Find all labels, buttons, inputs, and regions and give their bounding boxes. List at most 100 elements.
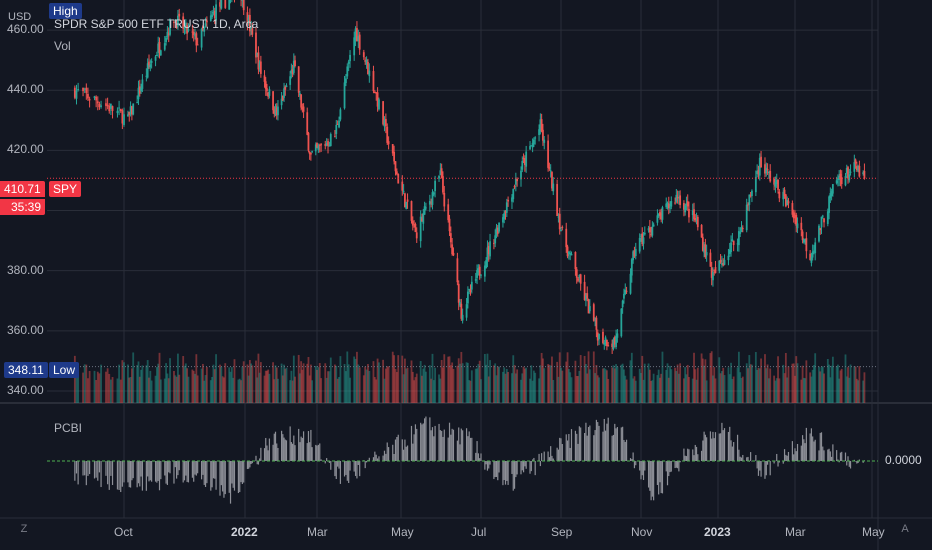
pcbi-bar: [291, 443, 294, 461]
volume-bar: [719, 373, 722, 403]
price-candle: [557, 216, 560, 218]
volume-bar: [393, 355, 396, 403]
price-candle: [460, 303, 463, 319]
pcbi-bar: [727, 431, 730, 461]
volume-bar: [316, 369, 318, 403]
price-candle: [749, 195, 752, 197]
price-candle: [459, 302, 461, 306]
volume-bar: [823, 373, 825, 403]
volume-bar: [623, 369, 625, 403]
volume-bar: [365, 369, 368, 403]
pcbi-bar: [677, 461, 679, 469]
price-candle: [575, 269, 578, 278]
price-candle: [440, 168, 443, 178]
volume-bar: [425, 371, 427, 403]
volume-bar: [569, 372, 572, 403]
pcbi-bar: [300, 436, 302, 461]
price-candle: [302, 106, 305, 112]
pcbi-bar: [450, 434, 452, 461]
volume-bar: [570, 377, 573, 403]
pcbi-bar: [577, 443, 579, 461]
volume-bar: [642, 379, 645, 403]
volume-bar: [533, 370, 535, 403]
price-candle: [496, 227, 499, 234]
volume-bar: [335, 365, 338, 403]
pcbi-bar: [233, 461, 236, 491]
pcbi-bar: [334, 461, 336, 477]
pcbi-bar: [255, 455, 257, 461]
volume-bar: [677, 373, 680, 403]
price-candle: [213, 10, 216, 19]
pcbi-bar: [452, 429, 455, 461]
volume-bar: [336, 378, 339, 403]
volume-bar: [685, 374, 688, 403]
volume-bar: [343, 364, 346, 403]
pcbi-bar: [173, 461, 175, 484]
price-candle: [346, 66, 349, 77]
pcbi-bar: [541, 453, 543, 461]
price-candle: [603, 342, 606, 345]
price-candle: [285, 85, 288, 87]
price-candle: [588, 306, 591, 312]
pcbi-bar: [401, 439, 403, 461]
volume-bar: [844, 354, 847, 403]
volume-bar: [73, 355, 76, 403]
indicator-name[interactable]: PCBI: [54, 421, 83, 435]
price-candle: [402, 190, 405, 192]
price-candle: [267, 92, 270, 97]
price-candle: [615, 335, 617, 347]
price-candle: [651, 226, 654, 236]
price-candle: [732, 240, 735, 246]
volume-bar: [378, 362, 380, 403]
price-candle: [365, 59, 368, 65]
pcbi-bar: [475, 452, 477, 461]
price-candle: [145, 75, 148, 77]
price-candle: [167, 33, 170, 35]
volume-bar: [307, 357, 310, 403]
pcbi-bar: [556, 447, 558, 461]
volume-bar: [237, 379, 240, 403]
price-candle: [438, 175, 440, 179]
price-candle: [93, 96, 96, 99]
zoom-reset-icon[interactable]: Z: [20, 523, 28, 535]
volume-legend[interactable]: Vol: [54, 39, 71, 53]
pcbi-bar: [110, 461, 112, 476]
price-candle: [578, 275, 581, 278]
price-candle: [647, 228, 650, 231]
price-candle: [813, 250, 815, 252]
auto-scale-icon[interactable]: A: [901, 523, 909, 535]
volume-bar: [483, 353, 486, 403]
volume-bar: [272, 362, 274, 403]
price-candle: [406, 199, 409, 202]
low-value-tag: 348.11: [4, 362, 48, 378]
price-candle: [338, 120, 340, 128]
price-candle: [195, 33, 198, 46]
price-candle: [839, 173, 842, 180]
volume-bar: [465, 362, 468, 403]
volume-bar: [281, 375, 284, 403]
volume-bar: [767, 378, 770, 403]
volume-bar: [714, 378, 717, 403]
volume-bar: [373, 377, 376, 403]
volume-bar: [529, 378, 531, 403]
volume-bar: [251, 365, 254, 403]
chart-title[interactable]: SPDR S&P 500 ETF TRUST, 1D, Arca: [54, 17, 259, 31]
pcbi-bar: [132, 461, 134, 479]
pcbi-bar: [108, 461, 110, 490]
volume-bar: [512, 355, 515, 403]
volume-bar: [362, 375, 365, 403]
volume-bar: [456, 365, 459, 403]
volume-bar: [522, 366, 525, 403]
pcbi-bar: [256, 461, 258, 465]
price-candle: [191, 31, 194, 33]
volume-bar: [268, 373, 271, 403]
volume-bar: [200, 368, 203, 403]
pcbi-bar: [222, 461, 224, 492]
volume-bar: [651, 380, 654, 403]
price-candle: [709, 252, 712, 267]
price-candle: [294, 60, 296, 67]
price-candle: [766, 168, 769, 170]
price-candle: [383, 119, 386, 127]
price-candle: [723, 259, 726, 265]
